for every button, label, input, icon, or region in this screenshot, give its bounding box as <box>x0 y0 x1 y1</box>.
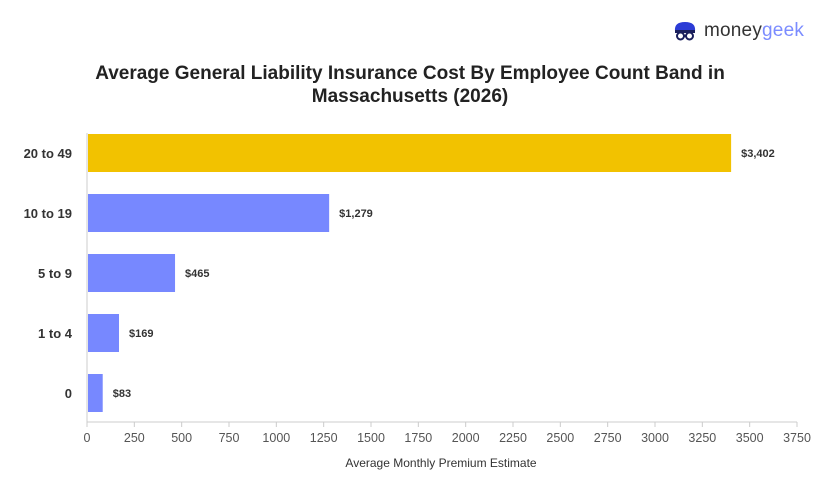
x-tick-label: 3000 <box>641 431 669 445</box>
data-label: $83 <box>113 388 131 400</box>
x-axis-title: Average Monthly Premium Estimate <box>345 456 537 470</box>
category-label: 20 to 49 <box>24 146 72 161</box>
category-label: 10 to 19 <box>24 206 72 221</box>
category-label: 0 <box>65 386 72 401</box>
x-tick-label: 250 <box>124 431 145 445</box>
bar <box>88 254 176 292</box>
x-tick-label: 1250 <box>310 431 338 445</box>
geek-mascot-icon <box>674 22 696 41</box>
data-label: $3,402 <box>741 148 775 160</box>
x-tick-label: 3250 <box>688 431 716 445</box>
logo-text: moneygeek <box>704 20 805 41</box>
bar <box>88 314 119 352</box>
chart-title: Average General Liability Insurance Cost… <box>95 63 725 107</box>
bar <box>88 374 103 412</box>
x-tick-label: 500 <box>171 431 192 445</box>
bar <box>88 194 330 232</box>
data-label: $169 <box>129 328 153 340</box>
bar <box>88 134 732 172</box>
moneygeek-logo: moneygeek <box>672 20 804 42</box>
x-tick-label: 0 <box>84 431 91 445</box>
x-tick-label: 3750 <box>783 431 811 445</box>
data-label: $465 <box>185 268 209 280</box>
x-tick-label: 2750 <box>594 431 622 445</box>
x-tick-label: 1750 <box>404 431 432 445</box>
category-label: 1 to 4 <box>38 326 73 341</box>
data-label: $1,279 <box>339 208 373 220</box>
x-tick-label: 2000 <box>452 431 480 445</box>
x-tick-label: 1000 <box>262 431 290 445</box>
x-tick-label: 2250 <box>499 431 527 445</box>
x-tick-label: 1500 <box>357 431 385 445</box>
category-label: 5 to 9 <box>38 266 72 281</box>
x-tick-label: 750 <box>219 431 240 445</box>
x-tick-label: 2500 <box>546 431 574 445</box>
x-tick-label: 3500 <box>736 431 764 445</box>
